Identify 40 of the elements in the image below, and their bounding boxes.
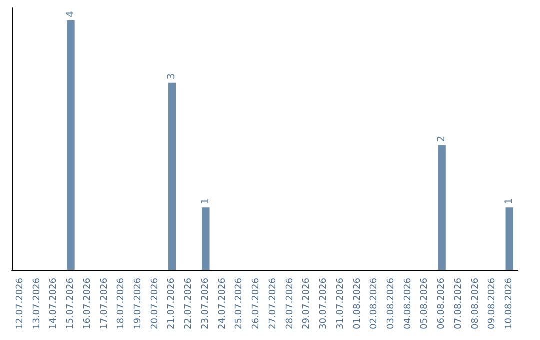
bar xyxy=(202,208,210,270)
bar xyxy=(506,208,514,270)
x-tick-label: 06.08.2026 xyxy=(437,278,448,330)
x-tick-label: 10.08.2026 xyxy=(504,278,515,330)
x-tick-label: 15.07.2026 xyxy=(66,278,76,330)
data-label: 2 xyxy=(436,136,448,142)
x-tick-label: 31.07.2026 xyxy=(336,278,346,330)
x-tick-label: 09.08.2026 xyxy=(488,278,498,330)
x-tick-label: 12.07.2026 xyxy=(15,278,26,330)
x-tick-label: 24.07.2026 xyxy=(218,278,228,330)
x-tick-label: 03.08.2026 xyxy=(386,278,396,330)
data-label: 1 xyxy=(200,198,212,205)
data-label: 3 xyxy=(166,73,178,80)
x-tick-label: 04.08.2026 xyxy=(403,278,414,330)
x-tick-label: 28.07.2026 xyxy=(285,278,296,330)
x-tick-label: 14.07.2026 xyxy=(49,278,60,330)
x-tick-label: 01.08.2026 xyxy=(352,278,363,330)
x-tick-label: 13.07.2026 xyxy=(32,278,42,330)
x-tick-label: 17.07.2026 xyxy=(100,278,110,330)
x-tick-label: 26.07.2026 xyxy=(252,278,262,330)
x-tick-label: 18.07.2026 xyxy=(116,278,127,330)
bar xyxy=(438,145,446,270)
x-tick-label: 21.07.2026 xyxy=(167,278,178,330)
x-tick-label: 16.07.2026 xyxy=(82,278,93,330)
x-tick-label: 07.08.2026 xyxy=(454,278,464,330)
x-tick-label: 27.07.2026 xyxy=(268,278,278,330)
x-tick-label: 08.08.2026 xyxy=(470,278,481,330)
x-tick-label: 20.07.2026 xyxy=(150,278,160,330)
bar xyxy=(168,82,176,270)
x-tick-label: 02.08.2026 xyxy=(370,278,380,330)
x-tick-label: 25.07.2026 xyxy=(234,278,245,330)
data-label: 1 xyxy=(504,198,516,205)
x-tick-label: 29.07.2026 xyxy=(302,278,312,330)
x-tick-label: 30.07.2026 xyxy=(319,278,330,330)
bar xyxy=(67,20,75,270)
data-label: 4 xyxy=(66,11,77,18)
x-tick-label: 22.07.2026 xyxy=(184,278,194,330)
x-tick-label: 23.07.2026 xyxy=(200,278,211,330)
x-tick-label: 05.08.2026 xyxy=(420,278,430,330)
x-tick-label: 19.07.2026 xyxy=(134,278,144,330)
